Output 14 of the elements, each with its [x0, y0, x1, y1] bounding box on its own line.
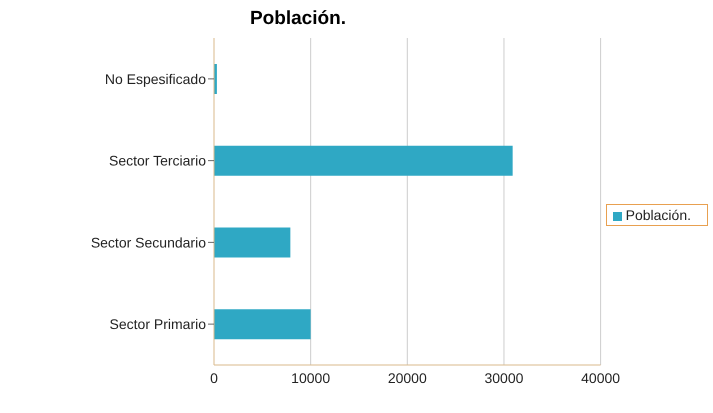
bar — [214, 228, 290, 258]
bar — [214, 309, 311, 340]
x-tick-label: 30000 — [484, 370, 524, 386]
x-tick-label: 10000 — [291, 370, 330, 386]
chart-title: Población. — [248, 8, 348, 30]
legend-label: Población. — [626, 207, 691, 223]
y-tick-label: No Espesificado — [104, 70, 206, 87]
x-tick-label: 0 — [210, 370, 218, 386]
y-tick-label: Sector Terciario — [108, 152, 206, 169]
bar — [214, 146, 513, 176]
y-tick-label: Sector Secundario — [90, 234, 206, 250]
y-tick-label: Sector Primario — [110, 316, 206, 332]
x-tick-label: 40000 — [581, 370, 620, 386]
x-tick-label: 20000 — [388, 370, 427, 386]
